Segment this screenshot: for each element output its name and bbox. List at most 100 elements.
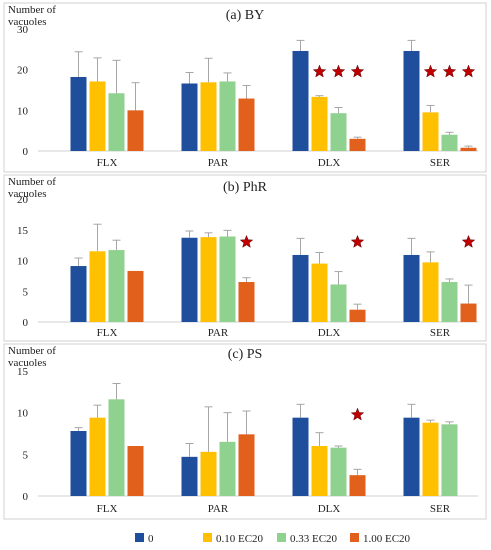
y-tick-label: 20 bbox=[17, 194, 29, 206]
bar bbox=[422, 422, 439, 496]
bar bbox=[219, 81, 236, 151]
legend-label: 0 bbox=[148, 533, 154, 545]
panel-title: (c) PS bbox=[228, 347, 263, 362]
bar bbox=[127, 110, 144, 151]
legend-label: 0.10 EC20 bbox=[216, 533, 264, 545]
bar bbox=[89, 81, 106, 151]
y-axis-label: Number of bbox=[8, 176, 56, 188]
category-label: SER bbox=[430, 503, 451, 515]
bar bbox=[108, 250, 125, 322]
bar bbox=[70, 266, 87, 322]
y-tick-label: 0 bbox=[23, 491, 29, 503]
star-icon bbox=[312, 64, 327, 78]
bar bbox=[422, 262, 439, 322]
bar bbox=[460, 303, 477, 322]
bar bbox=[127, 270, 144, 322]
bar bbox=[181, 237, 198, 322]
bar bbox=[200, 451, 217, 496]
panel-title: (b) PhR bbox=[223, 180, 268, 195]
bar bbox=[311, 263, 328, 322]
y-tick-label: 15 bbox=[17, 225, 29, 237]
y-axis-label: vacuoles bbox=[8, 357, 46, 369]
y-axis-label: Number of bbox=[8, 345, 56, 357]
y-tick-label: 0 bbox=[23, 317, 29, 329]
bar bbox=[219, 441, 236, 496]
legend: 0 0.10 EC20 0.33 EC20 1.00 EC20 bbox=[135, 533, 411, 545]
bar bbox=[181, 456, 198, 496]
category-label: SER bbox=[430, 157, 451, 169]
y-tick-label: 30 bbox=[17, 24, 29, 36]
bar bbox=[200, 82, 217, 151]
star-icon bbox=[350, 234, 365, 248]
panel-title: (a) BY bbox=[226, 8, 265, 23]
category-label: PAR bbox=[208, 327, 229, 339]
bar bbox=[70, 76, 87, 151]
bar bbox=[403, 254, 420, 322]
bar bbox=[349, 309, 366, 322]
bar bbox=[403, 417, 420, 496]
star-icon bbox=[461, 64, 476, 78]
bar bbox=[89, 251, 106, 322]
bar bbox=[349, 138, 366, 151]
bar bbox=[330, 447, 347, 496]
bar bbox=[330, 113, 347, 151]
bar bbox=[238, 98, 255, 151]
legend-swatch bbox=[350, 533, 359, 542]
y-tick-label: 5 bbox=[23, 286, 29, 298]
bar bbox=[219, 236, 236, 322]
category-label: FLX bbox=[97, 157, 118, 169]
legend-swatch bbox=[135, 533, 144, 542]
y-tick-label: 5 bbox=[23, 449, 29, 461]
bar bbox=[89, 417, 106, 496]
bar bbox=[311, 96, 328, 151]
bar bbox=[441, 424, 458, 496]
bar bbox=[238, 434, 255, 496]
bar bbox=[441, 282, 458, 322]
star-icon bbox=[461, 234, 476, 248]
bar bbox=[292, 50, 309, 151]
bar bbox=[292, 254, 309, 322]
star-icon bbox=[239, 234, 254, 248]
bar bbox=[330, 284, 347, 322]
category-label: DLX bbox=[318, 327, 341, 339]
bar bbox=[403, 50, 420, 151]
bar bbox=[181, 83, 198, 151]
bar bbox=[108, 399, 125, 496]
category-label: FLX bbox=[97, 503, 118, 515]
y-axis-label: vacuoles bbox=[8, 188, 46, 200]
category-label: DLX bbox=[318, 157, 341, 169]
bar bbox=[292, 417, 309, 496]
legend-swatch bbox=[203, 533, 212, 542]
bar bbox=[70, 431, 87, 496]
y-tick-label: 15 bbox=[17, 366, 29, 378]
category-label: PAR bbox=[208, 157, 229, 169]
bar bbox=[349, 475, 366, 496]
y-tick-label: 10 bbox=[17, 408, 29, 420]
y-axis-label: vacuoles bbox=[8, 16, 46, 28]
bar bbox=[108, 93, 125, 151]
y-axis-label: Number of bbox=[8, 4, 56, 16]
star-icon bbox=[442, 64, 457, 78]
bar bbox=[441, 134, 458, 151]
legend-label: 1.00 EC20 bbox=[363, 533, 411, 545]
category-label: DLX bbox=[318, 503, 341, 515]
star-icon bbox=[423, 64, 438, 78]
star-icon bbox=[331, 64, 346, 78]
category-label: SER bbox=[430, 327, 451, 339]
bar bbox=[238, 282, 255, 322]
y-tick-label: 10 bbox=[17, 256, 29, 268]
y-tick-label: 20 bbox=[17, 65, 29, 77]
y-tick-label: 10 bbox=[17, 105, 29, 117]
category-label: FLX bbox=[97, 327, 118, 339]
category-label: PAR bbox=[208, 503, 229, 515]
bar bbox=[460, 147, 477, 151]
y-tick-label: 0 bbox=[23, 146, 29, 158]
bar bbox=[422, 112, 439, 151]
legend-label: 0.33 EC20 bbox=[290, 533, 338, 545]
star-icon bbox=[350, 407, 365, 421]
bar bbox=[127, 446, 144, 496]
